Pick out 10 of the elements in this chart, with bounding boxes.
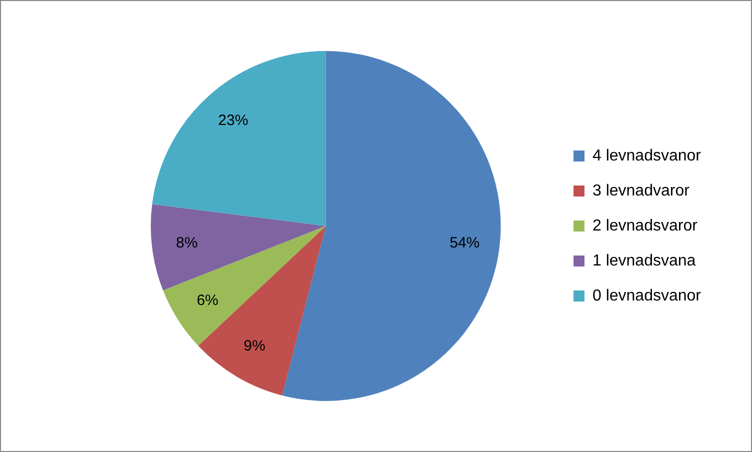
legend-label: 4 levnadsvanor [592, 147, 702, 164]
data-label: 23% [218, 112, 248, 130]
data-label: 6% [196, 292, 218, 310]
legend-label: 2 levnadsvaror [592, 217, 698, 234]
data-label: 8% [176, 234, 198, 252]
legend-label: 3 levnadvaror [592, 182, 690, 200]
legend-label: 1 levnadsvana [592, 252, 696, 270]
legend-label: 0 levnadsvanor [592, 287, 702, 304]
data-label: 9% [244, 338, 266, 355]
data-label: 54% [450, 234, 480, 252]
